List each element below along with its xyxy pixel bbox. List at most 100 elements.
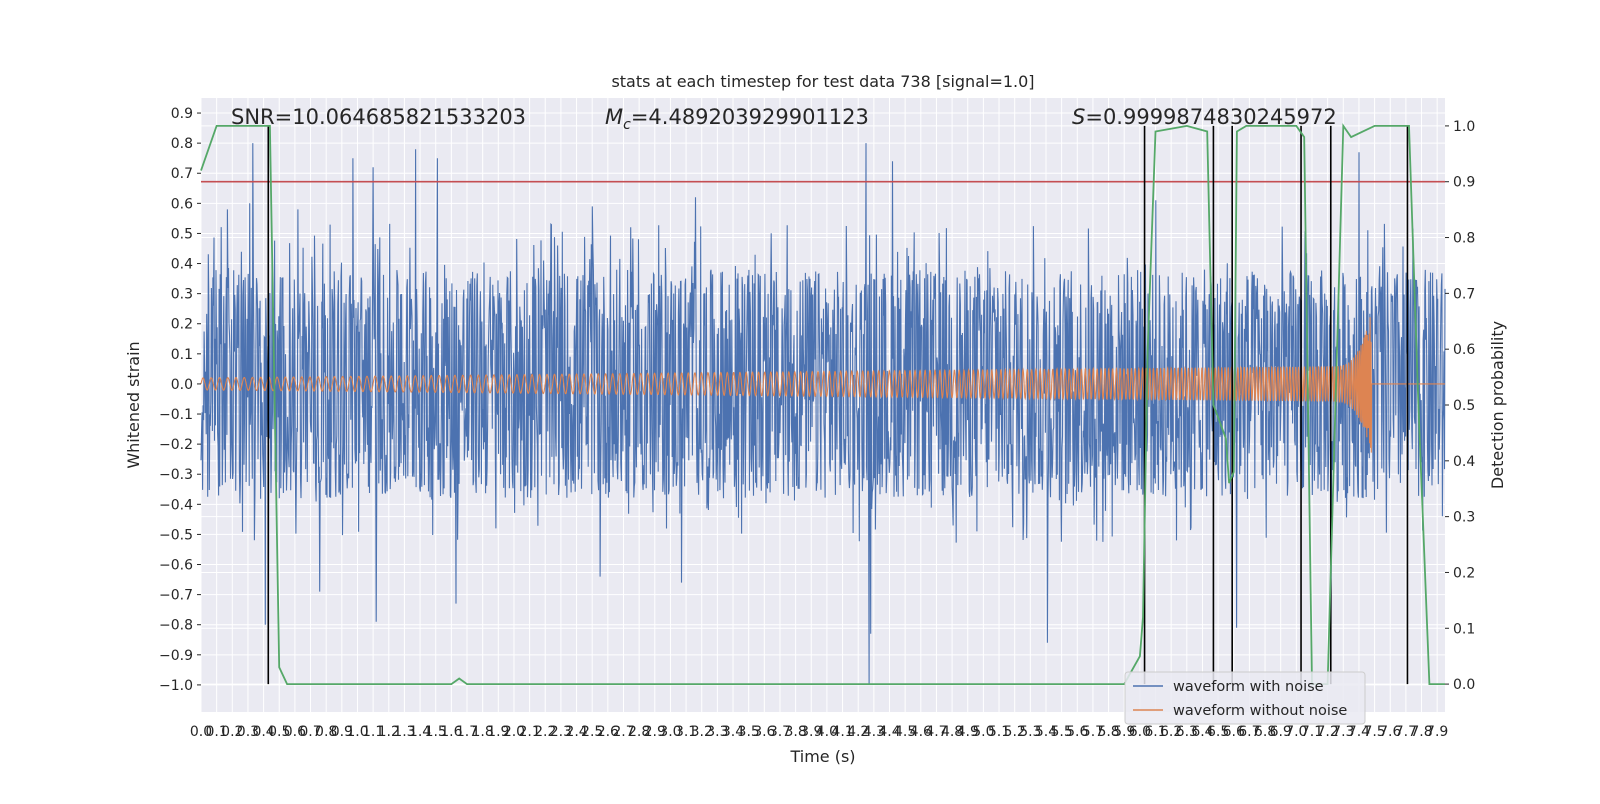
y-tick-label-right: 0.5 (1453, 398, 1475, 414)
x-tick-label: 4.7 (925, 724, 947, 740)
x-tick-label: 1.3 (393, 724, 415, 740)
x-tick-label: 1.6 (440, 724, 462, 740)
x-tick-label: 2.1 (518, 724, 540, 740)
y-tick-label-left: −0.7 (159, 588, 193, 604)
x-tick-label: 7.4 (1348, 724, 1370, 740)
y-tick-label-left: 0.9 (171, 106, 193, 122)
legend-label-noisy: waveform with noise (1173, 679, 1324, 695)
y-tick-label-left: 0.6 (171, 196, 193, 212)
x-tick-label: 6.0 (1129, 724, 1151, 740)
x-tick-label: 1.8 (472, 724, 494, 740)
x-tick-label: 2.8 (628, 724, 650, 740)
y-tick-label-right: 1.0 (1453, 119, 1475, 135)
score-symbol: S (1072, 105, 1085, 129)
chirp-mass-value: =4.489203929901123 (631, 105, 869, 129)
x-tick-label: 7.6 (1379, 724, 1401, 740)
y-tick-label-left: 0.2 (171, 317, 193, 333)
y-tick-label-left: −0.2 (159, 437, 193, 453)
y-tick-label-left: 0.4 (171, 257, 193, 273)
x-tick-label: 5.8 (1097, 724, 1119, 740)
x-tick-label: 1.1 (362, 724, 384, 740)
y-tick-label-left: 0.7 (171, 166, 193, 182)
x-tick-label: 7.0 (1285, 724, 1307, 740)
x-tick-label: 0.3 (237, 724, 259, 740)
x-tick-label: 1.0 (346, 724, 368, 740)
x-tick-label: 2.2 (534, 724, 556, 740)
y-tick-label-left: −0.9 (159, 648, 193, 664)
legend: waveform with noise waveform without noi… (1124, 671, 1366, 725)
x-tick-label: 3.5 (738, 724, 760, 740)
x-axis-label: Time (s) (789, 747, 855, 766)
y-tick-label-left: −0.3 (159, 467, 193, 483)
x-tick-label: 2.5 (581, 724, 603, 740)
x-tick-label: 3.8 (784, 724, 806, 740)
y-tick-label-right: 0.7 (1453, 286, 1475, 302)
x-tick-label: 2.0 (503, 724, 525, 740)
y-tick-label-left: −0.5 (159, 527, 193, 543)
x-tick-label: 1.7 (456, 724, 478, 740)
series-waveform-without-noise (200, 317, 1445, 453)
chirp-mass-symbol: M (605, 105, 623, 129)
y-tick-labels-left: −1.0 −0.9 −0.8 −0.7 −0.6 −0.5 −0.4 −0.3 −0.2 −0.1… (159, 106, 201, 694)
y-tick-label-left: 0.8 (171, 136, 193, 152)
x-tick-label: 0.2 (221, 724, 243, 740)
x-tick-label: 0.8 (315, 724, 337, 740)
x-tick-label: 7.9 (1426, 724, 1448, 740)
x-tick-label: 6.3 (1176, 724, 1198, 740)
x-tick-label: 4.2 (847, 724, 869, 740)
x-tick-label: 3.4 (722, 724, 744, 740)
x-tick-label: 0.4 (252, 724, 274, 740)
chirp-mass-subscript: c (623, 117, 631, 133)
x-tick-label: 3.7 (769, 724, 791, 740)
y-tick-label-right: 0.0 (1453, 677, 1475, 693)
y-tick-label-left: −1.0 (159, 678, 193, 694)
x-tick-label: 5.5 (1050, 724, 1072, 740)
x-tick-label: 4.8 (941, 724, 963, 740)
legend-label-clean: waveform without noise (1173, 703, 1347, 719)
y-tick-label-right: 0.9 (1453, 175, 1475, 191)
x-tick-label: 0.7 (299, 724, 321, 740)
score-annotation: S=0.9999874830245972 (1072, 105, 1337, 129)
series-waveform-with-noise (200, 143, 1446, 685)
x-tick-label: 1.2 (378, 724, 400, 740)
series-detection-probability (200, 123, 1445, 685)
y-tick-label-left: −0.8 (159, 618, 193, 634)
x-tick-labels: 0.00.10.20.30.40.50.60.70.80.91.01.11.21… (190, 724, 1448, 740)
y-tick-label-left: 0.0 (171, 377, 193, 393)
y-axis-label-right: Detection probability (1488, 321, 1507, 489)
x-tick-label: 3.9 (800, 724, 822, 740)
x-tick-label: 3.1 (675, 724, 697, 740)
x-tick-label: 7.3 (1332, 724, 1354, 740)
x-tick-label: 6.5 (1207, 724, 1229, 740)
y-tick-labels-right: 0.0 0.1 0.2 0.3 0.4 0.5 0.6 0.7 0.8 0.9 1.0 (1445, 119, 1475, 693)
x-tick-label: 6.2 (1160, 724, 1182, 740)
x-tick-label: 5.7 (1082, 724, 1104, 740)
x-tick-label: 0.5 (268, 724, 290, 740)
x-tick-label: 6.6 (1223, 724, 1245, 740)
x-tick-label: 6.4 (1191, 724, 1213, 740)
x-tick-label: 2.4 (565, 724, 587, 740)
chirp-mass-annotation: Mc=4.489203929901123 (605, 105, 869, 133)
x-tick-label: 4.0 (816, 724, 838, 740)
x-tick-label: 6.8 (1254, 724, 1276, 740)
x-tick-label: 7.5 (1363, 724, 1385, 740)
x-tick-label: 3.0 (659, 724, 681, 740)
x-tick-label: 4.5 (894, 724, 916, 740)
y-tick-label-left: −0.6 (159, 558, 193, 574)
y-tick-label-left: 0.5 (171, 226, 193, 242)
x-tick-label: 1.9 (487, 724, 509, 740)
x-tick-label: 5.1 (988, 724, 1010, 740)
x-tick-label: 6.1 (1144, 724, 1166, 740)
y-tick-label-right: 0.3 (1453, 510, 1475, 526)
x-tick-label: 7.1 (1301, 724, 1323, 740)
x-tick-label: 2.3 (550, 724, 572, 740)
x-tick-label: 4.1 (831, 724, 853, 740)
x-tick-label: 2.6 (597, 724, 619, 740)
x-tick-label: 2.9 (644, 724, 666, 740)
x-tick-label: 3.6 (753, 724, 775, 740)
y-tick-label-right: 0.2 (1453, 565, 1475, 581)
x-tick-label: 5.0 (972, 724, 994, 740)
snr-annotation: SNR=10.064685821533203 (231, 105, 526, 129)
